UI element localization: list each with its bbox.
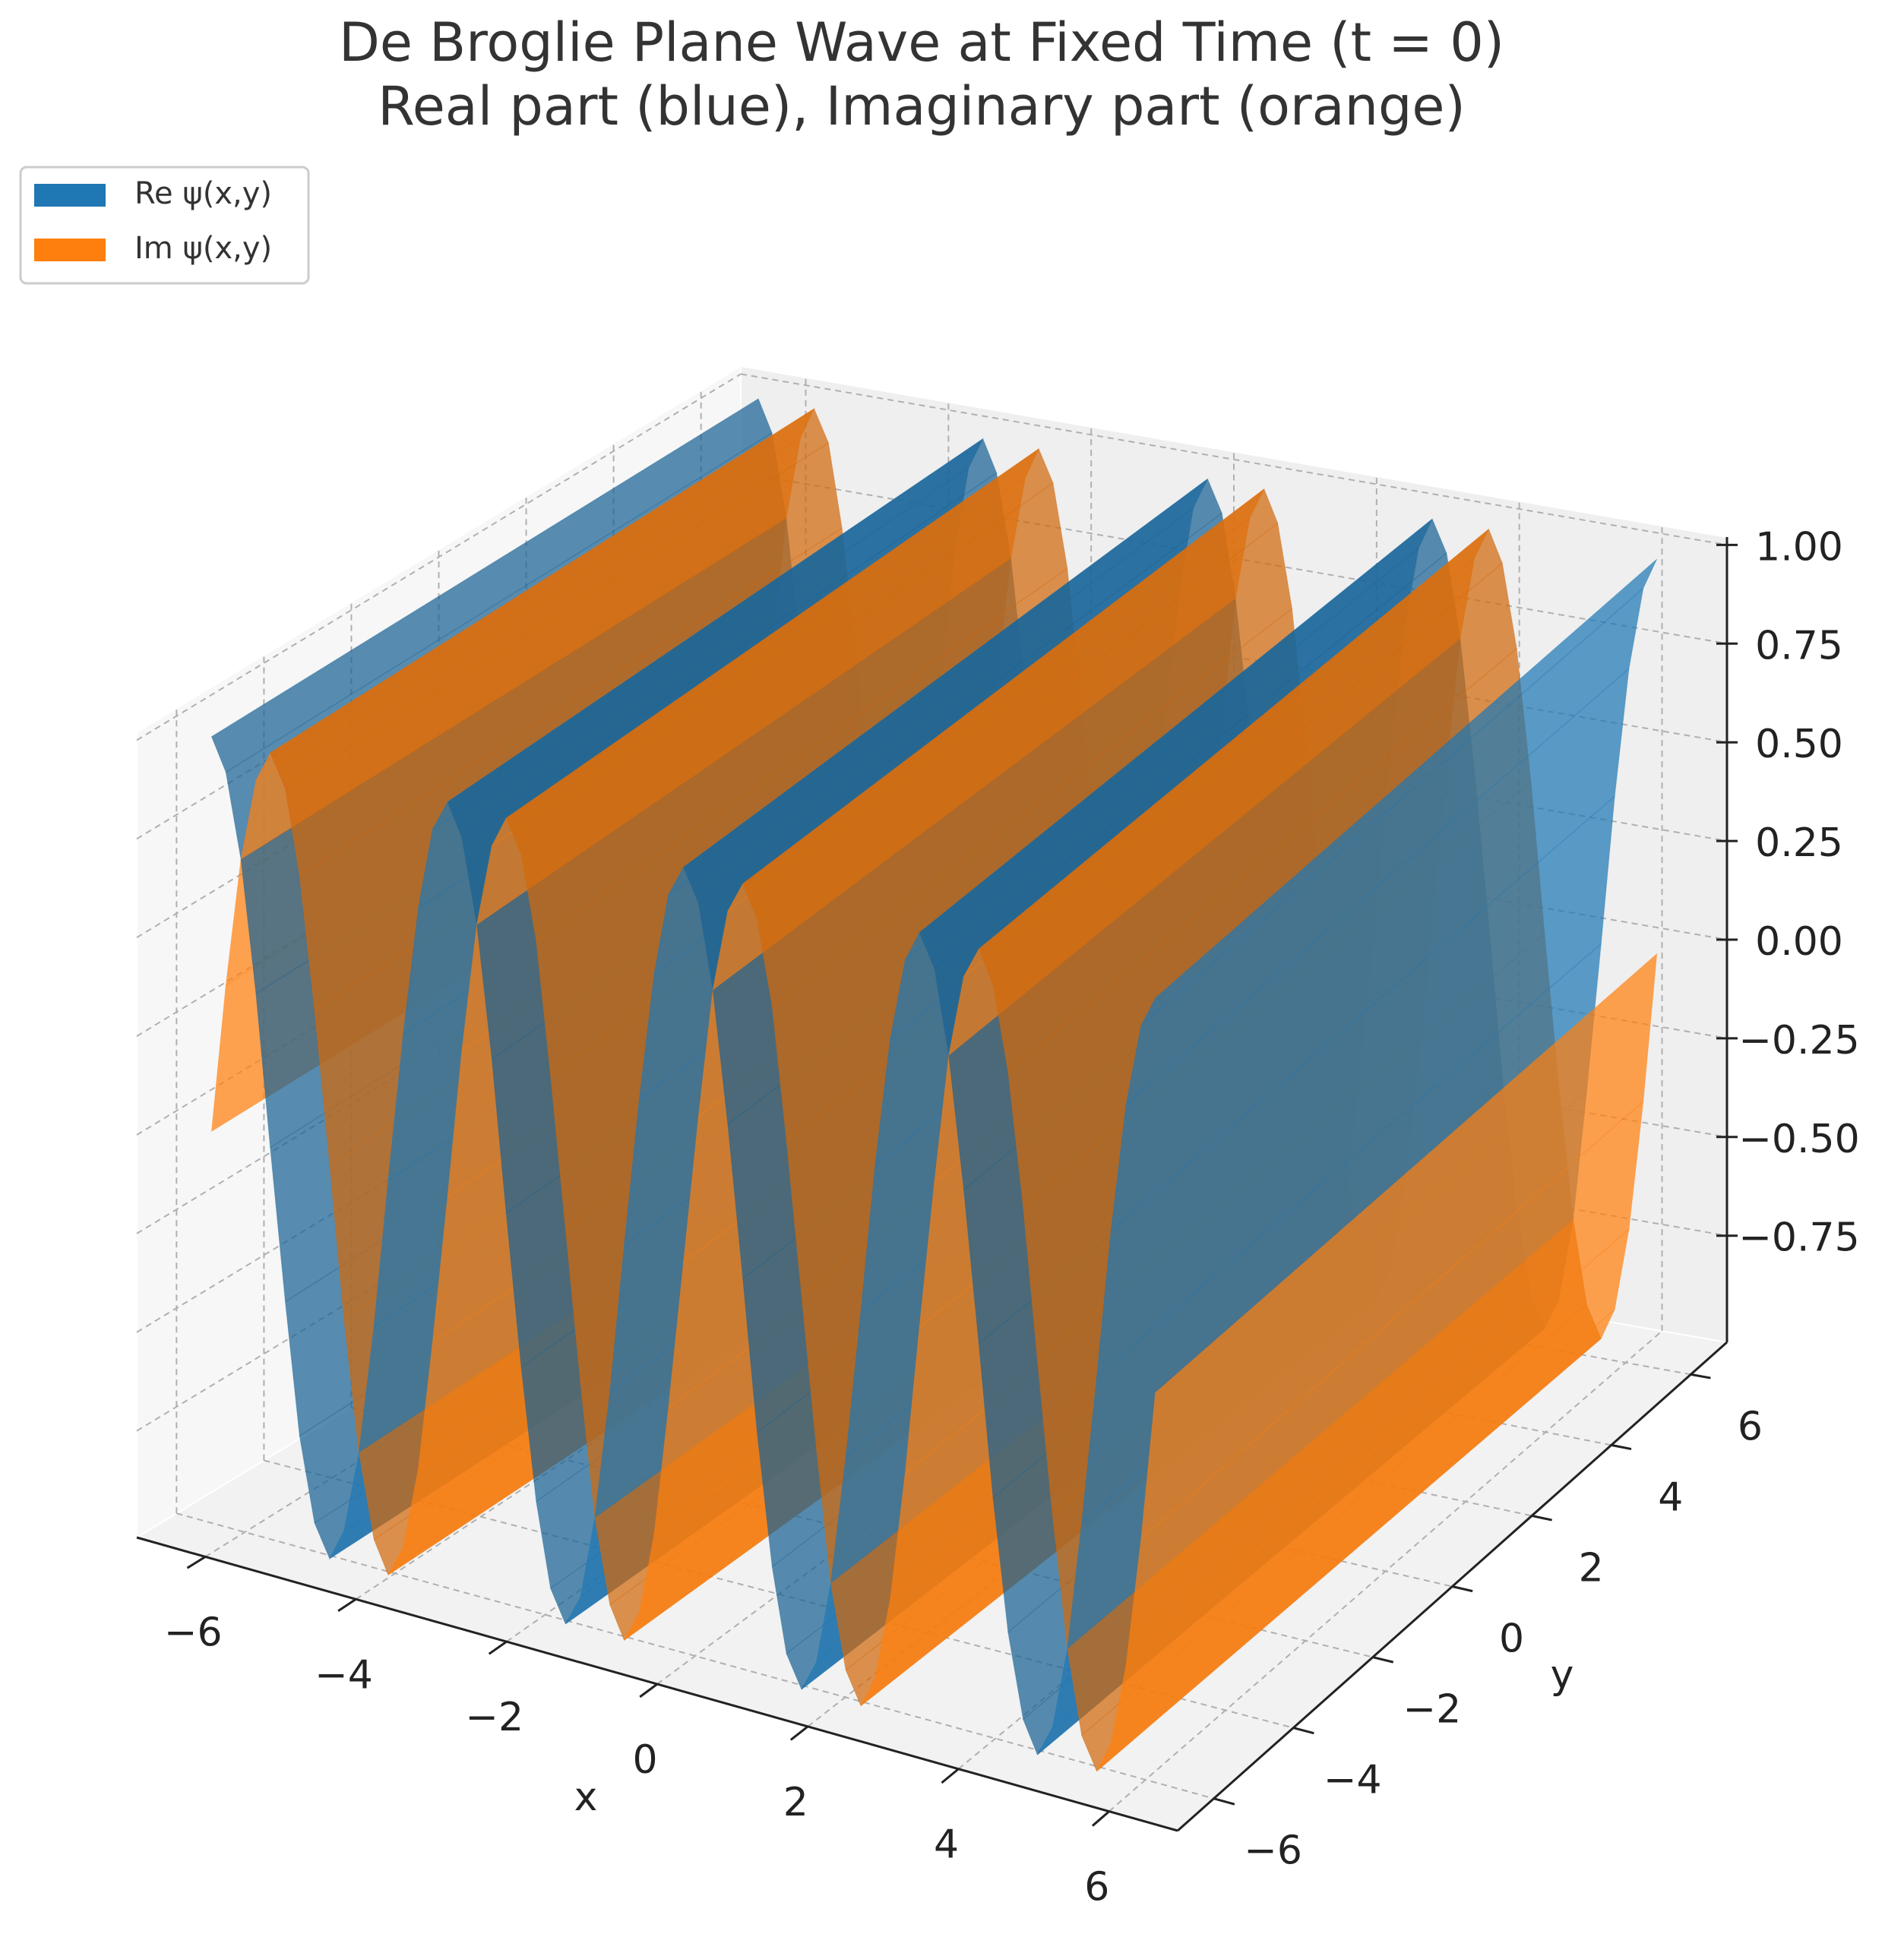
legend-swatch <box>34 239 106 261</box>
y-tick-label: 0 <box>1499 1616 1524 1662</box>
x-tick <box>1091 1810 1110 1827</box>
surface-facet <box>742 488 1279 920</box>
surface-facet <box>1140 953 1658 1540</box>
x-tick-label: −2 <box>465 1695 523 1740</box>
legend-label: Im ψ(x,y) <box>134 231 272 266</box>
x-tick <box>488 1640 508 1655</box>
legend-swatch <box>34 184 106 207</box>
y-tick <box>1292 1727 1314 1735</box>
x-tick <box>941 1768 960 1784</box>
z-tick-label: 0.75 <box>1755 623 1843 668</box>
surface-facet <box>1140 558 1658 1026</box>
y-tick-label: 6 <box>1738 1404 1763 1449</box>
y-tick-label: 4 <box>1658 1474 1683 1520</box>
y-tick <box>1531 1514 1552 1522</box>
surface-facet <box>682 478 1222 904</box>
y-tick <box>1372 1656 1394 1664</box>
surface-facet <box>447 438 998 839</box>
legend: Re ψ(x,y) Im ψ(x,y) <box>19 166 310 285</box>
z-tick-label: 0.25 <box>1755 820 1843 866</box>
x-tick <box>186 1556 207 1569</box>
y-tick-label: −6 <box>1244 1828 1302 1874</box>
y-tick <box>1213 1797 1235 1806</box>
y-tick <box>1691 1373 1711 1379</box>
y-tick-label: −2 <box>1403 1687 1462 1733</box>
y-tick <box>1611 1443 1632 1451</box>
x-axis-label: x <box>574 1774 598 1820</box>
y-tick-label: −4 <box>1324 1758 1382 1803</box>
z-tick-label: 0.50 <box>1755 722 1843 767</box>
x-tick <box>639 1683 658 1699</box>
x-tick-label: 4 <box>934 1822 959 1868</box>
surface-facet <box>210 398 773 773</box>
x-tick-label: −6 <box>164 1610 223 1655</box>
y-tick-label: 2 <box>1579 1545 1604 1591</box>
surface-facet <box>505 448 1054 855</box>
surface-facet <box>978 528 1503 986</box>
y-axis-label: y <box>1551 1652 1574 1698</box>
y-tick <box>1452 1585 1473 1593</box>
chart-subtitle: Real part (blue), Imaginary part (orange… <box>378 75 1466 137</box>
z-tick-label: −0.50 <box>1738 1117 1859 1162</box>
x-tick-label: 2 <box>783 1780 808 1825</box>
z-tick-label: 1.00 <box>1755 524 1843 570</box>
z-tick-label: 0.00 <box>1755 919 1843 965</box>
legend-label: Re ψ(x,y) <box>134 176 272 211</box>
z-tick-label: −0.75 <box>1738 1215 1859 1261</box>
x-tick-label: −4 <box>315 1652 373 1698</box>
surface-facet <box>919 518 1447 969</box>
grid-line <box>740 373 1728 546</box>
surface-facet <box>270 408 830 789</box>
chart-title: De Broglie Plane Wave at Fixed Time (t =… <box>339 11 1504 74</box>
x-tick-label: 6 <box>1084 1865 1109 1910</box>
z-tick-label: −0.25 <box>1738 1018 1859 1063</box>
x-tick <box>337 1598 357 1613</box>
x-tick-label: 0 <box>632 1737 657 1783</box>
grid-line <box>136 373 742 741</box>
x-tick <box>789 1725 809 1741</box>
